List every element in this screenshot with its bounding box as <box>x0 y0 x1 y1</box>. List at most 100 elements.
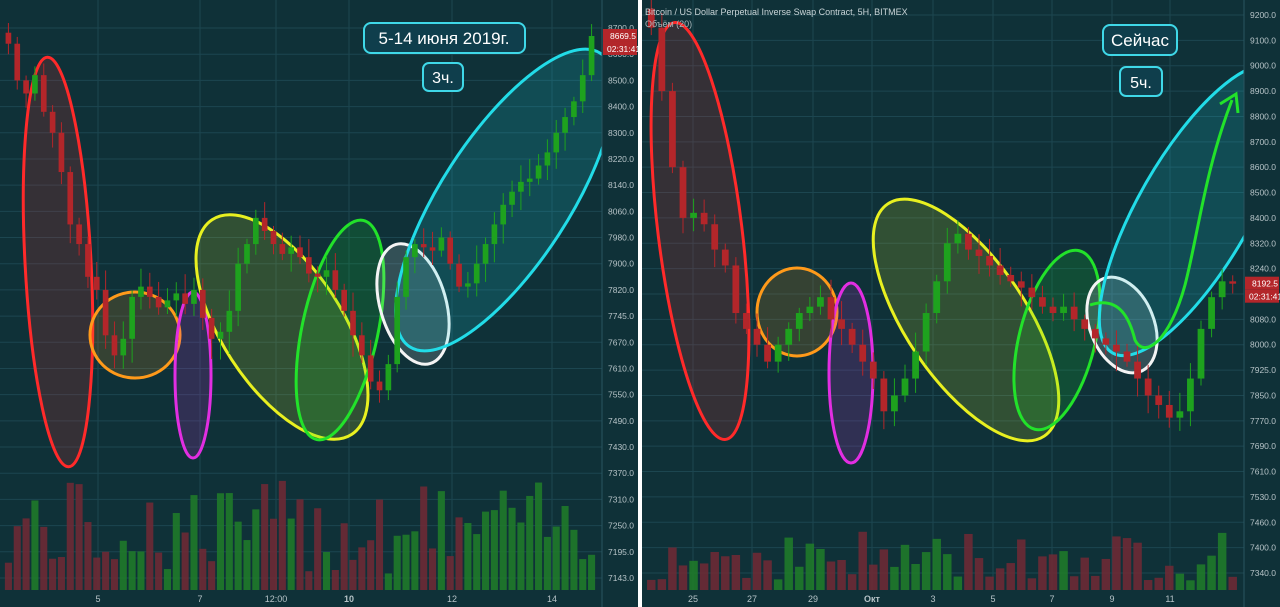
y-tick-label: 7610.0 <box>608 363 634 373</box>
candle-body <box>359 335 365 356</box>
volume-bar <box>287 518 295 590</box>
candle-body <box>261 217 268 231</box>
candle-body <box>1049 306 1057 314</box>
volume-bar <box>1122 538 1132 590</box>
candle-body <box>700 212 708 225</box>
candle-body <box>753 328 761 345</box>
candle-body <box>199 289 206 318</box>
y-tick-label: 8500.0 <box>1250 188 1276 198</box>
highlight-ellipse-projection <box>1097 62 1244 358</box>
volume-bar <box>1175 573 1185 590</box>
volume-bar <box>953 576 963 590</box>
volume-bar <box>1165 565 1174 590</box>
candle-body <box>1229 281 1237 284</box>
volume-bar <box>358 547 366 590</box>
volume-bar <box>499 490 507 590</box>
candle-body <box>350 310 356 336</box>
volume-bar <box>1101 558 1111 590</box>
candle-body <box>5 32 12 44</box>
candle-body <box>314 273 321 277</box>
current-price-badge[interactable]: 8192.5 02:31:41 <box>1245 276 1280 303</box>
highlight-ellipse-drop <box>21 55 95 469</box>
volume-bar <box>1006 563 1015 590</box>
candle-body <box>420 244 427 248</box>
right-chart-panel[interactable]: 9200.0 9100.0 9000.0 8900.0 8800.0 8700.0 8600… <box>633 0 1280 607</box>
volume-bar <box>752 552 762 590</box>
volume-bar <box>172 513 180 590</box>
candle-body <box>579 75 586 102</box>
volume-bar <box>40 526 48 590</box>
candle-body <box>385 364 392 391</box>
volume-bar <box>657 579 667 590</box>
candle-body <box>1208 297 1215 329</box>
annotation-timeframe-right: 5ч. <box>1119 66 1163 97</box>
volume-bar <box>84 522 92 590</box>
candle-body <box>155 296 162 308</box>
candle-body <box>690 212 697 218</box>
candle-body <box>1102 338 1110 345</box>
y-tick-label: 9200.0 <box>1250 10 1276 20</box>
candle-body <box>297 247 303 258</box>
volume-bar <box>932 538 941 590</box>
timer-badge-bg <box>1245 289 1279 303</box>
x-tick-label: 12 <box>447 594 457 604</box>
y-tick-label: 8300.0 <box>608 128 634 138</box>
candle-body <box>376 381 383 391</box>
candle-body <box>1017 281 1025 288</box>
volume-bar <box>429 548 437 590</box>
candle-body <box>647 8 655 28</box>
volume-bar <box>826 561 836 590</box>
x-tick-label: 7 <box>1049 594 1054 604</box>
left-chart-panel[interactable]: 8700.08600.08500.08400.08300.08220.08140… <box>0 0 654 607</box>
candle-body <box>447 237 454 264</box>
volume-bar <box>190 495 198 590</box>
candle-body <box>732 265 740 314</box>
candle-body <box>40 75 47 112</box>
candle-body <box>1081 319 1089 329</box>
volume-bar <box>731 554 741 590</box>
candle-body <box>244 244 250 264</box>
volume-bar <box>561 506 569 590</box>
volume-bar <box>22 518 30 590</box>
y-tick-label: 7770.0 <box>1250 416 1276 426</box>
volume-bar <box>1186 580 1195 590</box>
volume-bar <box>773 579 783 590</box>
candle-body <box>954 233 962 244</box>
volume-bar <box>49 558 57 590</box>
volume-bar <box>1091 575 1100 590</box>
candle-body <box>1155 395 1163 405</box>
x-tick-label: 12:00 <box>265 594 288 604</box>
volume-bar <box>943 554 952 590</box>
candle-body <box>1176 411 1184 418</box>
volume-bar <box>1143 580 1153 590</box>
y-tick-label: 7745.0 <box>608 311 634 321</box>
volume-bar <box>402 534 410 590</box>
candle-body <box>817 297 824 307</box>
volume-bar <box>784 537 793 590</box>
candle-body <box>1007 274 1015 282</box>
x-tick-label: 3 <box>930 594 935 604</box>
annotation-timeframe-left: 3ч. <box>422 62 464 92</box>
volume-bar <box>710 552 719 590</box>
volume-bar <box>375 499 384 590</box>
current-price-badge[interactable]: 8669.5 02:31:41 <box>603 28 640 55</box>
candle-body <box>764 344 771 362</box>
candle-body <box>880 378 888 412</box>
candle-body <box>403 257 409 297</box>
y-tick-label: 7250.0 <box>608 521 634 531</box>
volume-bar <box>1112 536 1121 590</box>
y-tick-label: 8700.0 <box>608 23 634 33</box>
volume-bar <box>588 554 596 590</box>
projection-arrow <box>1089 91 1240 350</box>
volume-bar <box>721 556 730 590</box>
candle-body <box>785 328 793 345</box>
volume-bar <box>261 484 269 590</box>
y-tick-label: 7690.0 <box>1250 441 1276 451</box>
volume-bar <box>1228 576 1237 590</box>
volume-bar <box>128 551 136 590</box>
candle-body <box>1060 306 1067 314</box>
plot-area <box>0 0 602 590</box>
candle-body <box>58 132 65 173</box>
candle-body <box>49 111 56 133</box>
